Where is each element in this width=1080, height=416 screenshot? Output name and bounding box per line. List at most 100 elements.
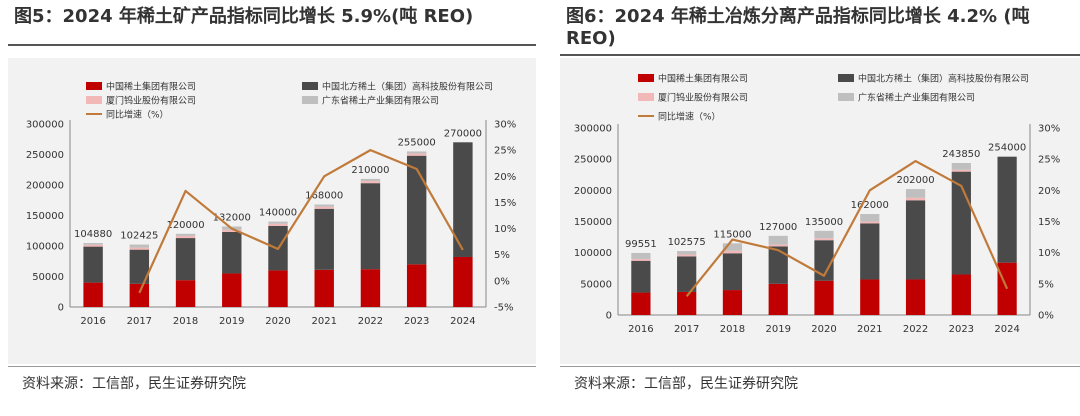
bar-segment (360, 178, 381, 182)
bar-total-label: 102575 (668, 237, 706, 248)
figure-5: 图5：2024 年稀土矿产品指标同比增长 5.9%(吨 REO) 中国稀土集团有… (8, 0, 536, 416)
legend-swatch (86, 96, 102, 104)
bar-segment (905, 189, 926, 198)
bar-segment (268, 270, 288, 307)
bar-segment (83, 243, 103, 245)
bar-segment (360, 183, 381, 270)
y-left-tick-label: 200000 (26, 181, 64, 192)
bar-segment (677, 251, 697, 255)
bar-segment (677, 254, 697, 257)
y-left-tick-label: 0 (606, 311, 612, 322)
legend-swatch (302, 96, 318, 104)
legend-label: 中国北方稀土（集团）高科技股份有限公司 (322, 81, 493, 93)
bar-segment (406, 264, 427, 307)
bar-total-label: 99551 (625, 239, 657, 250)
bar-segment (631, 252, 651, 259)
x-tick-label: 2024 (450, 316, 475, 327)
legend-swatch (838, 74, 854, 82)
y-left-tick-label: 50000 (580, 279, 612, 290)
bar-total-label: 243850 (942, 149, 980, 160)
title-rule (8, 44, 536, 46)
bar-segment (129, 244, 150, 248)
bar-total-label: 127000 (759, 222, 797, 233)
bar-segment (677, 256, 697, 292)
x-tick-label: 2021 (311, 316, 336, 327)
y-left-tick-label: 250000 (574, 155, 612, 166)
x-tick-label: 2016 (628, 324, 653, 335)
legend-label: 厦门钨业股份有限公司 (658, 92, 748, 104)
bar-segment (222, 273, 242, 307)
bar-segment (860, 221, 880, 224)
y-left-tick-label: 300000 (574, 124, 612, 135)
bar-total-label: 255000 (398, 137, 436, 148)
bar-segment (905, 200, 926, 280)
y-left-tick-label: 100000 (26, 242, 64, 253)
y-right-tick-label: 30% (1038, 124, 1060, 135)
bar-segment (768, 235, 788, 245)
bar-segment (860, 279, 880, 315)
y-right-tick-label: 5% (494, 250, 510, 261)
bar-segment (406, 151, 427, 154)
legend-swatch (638, 74, 654, 82)
bar-segment (406, 153, 427, 156)
y-right-tick-label: 25% (494, 146, 516, 157)
growth-rate-line (685, 159, 1009, 297)
source-rule (560, 366, 1080, 367)
y-left-tick-label: 50000 (32, 272, 64, 283)
bar-segment (814, 240, 834, 281)
bar-segment (83, 244, 103, 247)
bar-segment (997, 156, 1017, 263)
bar-segment (768, 244, 788, 247)
y-left-tick-label: 200000 (574, 186, 612, 197)
bar-segment (129, 249, 150, 284)
bar-segment (768, 283, 788, 315)
bar-segment (814, 280, 834, 315)
x-tick-label: 2024 (994, 324, 1019, 335)
y-left-tick-label: 100000 (574, 248, 612, 259)
legend-swatch (86, 82, 102, 90)
bar-segment (129, 283, 150, 307)
bar-segment (905, 279, 926, 315)
bar-total-label: 202000 (896, 175, 934, 186)
bar-segment (722, 250, 743, 254)
growth-rate-line (138, 149, 464, 294)
bar-total-label: 104880 (74, 229, 112, 240)
bar-segment (129, 247, 150, 250)
bar-total-label: 270000 (444, 128, 482, 139)
y-left-tick-label: 150000 (26, 211, 64, 222)
x-tick-label: 2017 (674, 324, 699, 335)
bar-total-label: 135000 (805, 217, 843, 228)
bar-segment (814, 238, 834, 241)
legend-label: 广东省稀土产业集团有限公司 (858, 92, 975, 104)
bar-total-label: 168000 (305, 191, 343, 202)
x-tick-label: 2022 (358, 316, 383, 327)
figure-title: 图5：2024 年稀土矿产品指标同比增长 5.9%(吨 REO) (14, 6, 474, 27)
legend-label: 广东省稀土产业集团有限公司 (322, 95, 439, 107)
bar-segment (722, 253, 743, 291)
bar-segment (175, 233, 196, 236)
bar-segment (631, 260, 651, 293)
bar-segment (860, 223, 880, 280)
x-tick-label: 2017 (127, 316, 152, 327)
bar-segment (360, 181, 381, 184)
source-note: 资料来源：工信部，民生证券研究院 (574, 376, 798, 392)
source-rule (8, 366, 536, 367)
legend-label: 中国稀土集团有限公司 (658, 73, 748, 85)
x-tick-label: 2021 (857, 324, 882, 335)
bar-segment (722, 290, 743, 315)
bar-segment (268, 223, 288, 226)
title-rule (560, 54, 1080, 56)
bar-segment (722, 243, 743, 251)
y-right-tick-label: 0% (494, 276, 510, 287)
bar-segment (222, 229, 242, 232)
y-right-tick-label: 30% (494, 120, 516, 131)
y-left-tick-label: 150000 (574, 217, 612, 228)
bar-segment (406, 155, 427, 265)
bar-segment (453, 142, 473, 257)
legend-swatch (302, 82, 318, 90)
y-right-tick-label: 15% (1038, 217, 1060, 228)
bar-segment (83, 282, 103, 307)
legend-label: 中国北方稀土（集团）高科技股份有限公司 (858, 73, 1029, 85)
